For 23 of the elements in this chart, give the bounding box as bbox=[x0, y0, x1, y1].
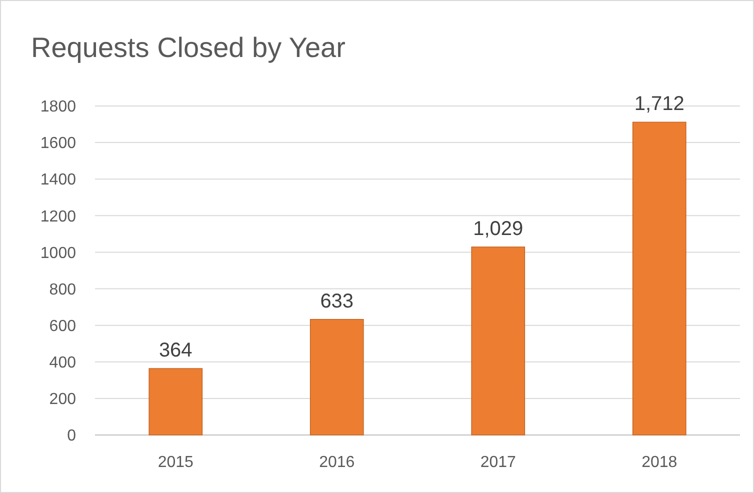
bar bbox=[310, 319, 364, 436]
y-tick-label: 1000 bbox=[40, 244, 76, 262]
bar bbox=[632, 122, 686, 436]
y-tick-label: 200 bbox=[49, 391, 76, 408]
x-tick-label: 2017 bbox=[480, 454, 516, 471]
bar bbox=[148, 368, 203, 436]
x-tick-label: 2018 bbox=[642, 454, 678, 471]
data-label: 364 bbox=[158, 339, 192, 362]
y-tick-label: 1800 bbox=[40, 98, 76, 116]
data-label: 1,029 bbox=[473, 218, 524, 240]
y-tick-label: 400 bbox=[49, 354, 76, 372]
y-tick-label: 0 bbox=[67, 428, 76, 445]
y-tick-label: 1600 bbox=[40, 135, 76, 152]
data-label: 633 bbox=[320, 290, 354, 312]
y-tick-label: 1200 bbox=[40, 208, 76, 226]
bar bbox=[471, 246, 526, 436]
y-tick-label: 1400 bbox=[40, 172, 76, 189]
y-tick-label: 800 bbox=[49, 281, 76, 298]
x-tick-label: 2016 bbox=[319, 454, 355, 471]
x-tick-label: 2015 bbox=[158, 454, 194, 471]
y-tick-label: 600 bbox=[49, 318, 76, 335]
data-label: 1,712 bbox=[634, 93, 684, 116]
chart-title: Requests Closed by Year bbox=[31, 32, 346, 63]
